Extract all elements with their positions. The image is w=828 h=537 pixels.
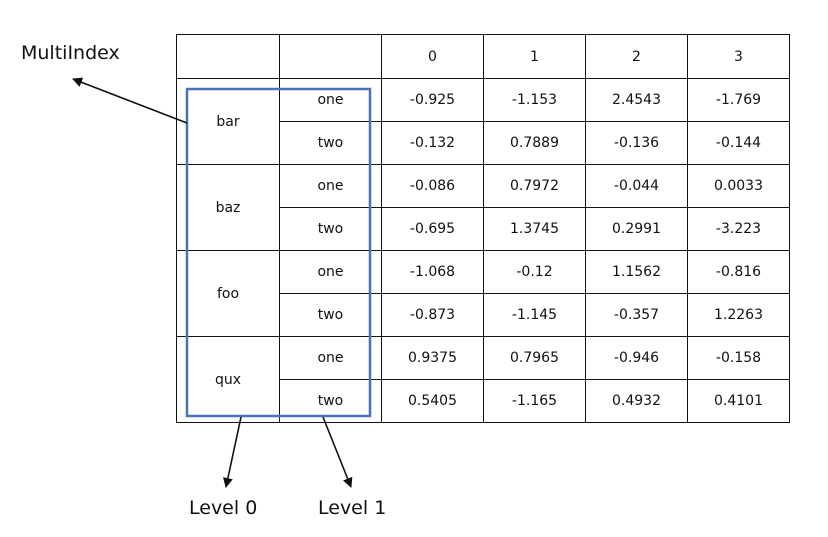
column-header: 0 <box>381 34 484 79</box>
value-cell: -0.816 <box>687 250 790 294</box>
table-row: qux one 0.9375 0.7965 -0.946 -0.158 <box>176 336 790 423</box>
level1-index-cell: one <box>279 78 382 122</box>
value-cell: 1.2263 <box>687 293 790 337</box>
header-row: 0 1 2 3 <box>176 34 790 79</box>
level0-index-cell: foo <box>176 250 280 337</box>
level0-label: Level 0 <box>189 497 258 519</box>
value-cell: 0.7965 <box>483 336 586 380</box>
value-cell: -3.223 <box>687 207 790 251</box>
dataframe-table: 0 1 2 3 bar one -0.925 -1.153 2.4543 -1.769 tw… <box>176 34 790 423</box>
level0-index-cell: qux <box>176 336 280 423</box>
value-cell: -0.695 <box>381 207 484 251</box>
header-blank-level0 <box>176 34 280 79</box>
value-cell: 0.9375 <box>381 336 484 380</box>
value-cell: -0.144 <box>687 121 790 165</box>
level1-arrow <box>322 416 353 488</box>
column-header: 2 <box>585 34 688 79</box>
level1-index-cell: two <box>279 121 382 165</box>
value-cell: 0.4101 <box>687 379 790 423</box>
value-cell: -0.132 <box>381 121 484 165</box>
value-cell: -0.044 <box>585 164 688 208</box>
value-cell: -1.153 <box>483 78 586 122</box>
value-cell: -0.086 <box>381 164 484 208</box>
table-row: foo one -1.068 -0.12 1.1562 -0.816 <box>176 250 790 337</box>
value-cell: 0.7889 <box>483 121 586 165</box>
level0-index-cell: baz <box>176 164 280 251</box>
value-cell: -0.158 <box>687 336 790 380</box>
value-cell: -1.165 <box>483 379 586 423</box>
level1-index-cell: one <box>279 336 382 380</box>
level1-index-cell: one <box>279 164 382 208</box>
value-cell: 0.7972 <box>483 164 586 208</box>
level0-arrow <box>222 416 242 488</box>
level0-index-cell: bar <box>176 78 280 165</box>
level1-index-cell: two <box>279 207 382 251</box>
value-cell: -0.12 <box>483 250 586 294</box>
multiindex-arrow <box>72 77 188 124</box>
value-cell: 1.1562 <box>585 250 688 294</box>
dataframe-body: 0 1 2 3 bar one -0.925 -1.153 2.4543 -1.769 tw… <box>176 34 790 423</box>
value-cell: -0.925 <box>381 78 484 122</box>
value-cell: 0.4932 <box>585 379 688 423</box>
value-cell: -0.873 <box>381 293 484 337</box>
value-cell: -0.946 <box>585 336 688 380</box>
value-cell: 0.2991 <box>585 207 688 251</box>
value-cell: 1.3745 <box>483 207 586 251</box>
value-cell: -0.136 <box>585 121 688 165</box>
table-row: baz one -0.086 0.7972 -0.044 0.0033 <box>176 164 790 251</box>
header-blank-level1 <box>279 34 382 79</box>
column-header: 3 <box>687 34 790 79</box>
value-cell: 0.0033 <box>687 164 790 208</box>
value-cell: -1.769 <box>687 78 790 122</box>
level1-index-cell: one <box>279 250 382 294</box>
value-cell: 2.4543 <box>585 78 688 122</box>
table-row: bar one -0.925 -1.153 2.4543 -1.769 <box>176 78 790 165</box>
value-cell: -0.357 <box>585 293 688 337</box>
value-cell: 0.5405 <box>381 379 484 423</box>
value-cell: -1.145 <box>483 293 586 337</box>
level1-label: Level 1 <box>318 497 387 519</box>
column-header: 1 <box>483 34 586 79</box>
level1-index-cell: two <box>279 379 382 423</box>
value-cell: -1.068 <box>381 250 484 294</box>
level1-index-cell: two <box>279 293 382 337</box>
multiindex-label: MultiIndex <box>21 42 120 64</box>
